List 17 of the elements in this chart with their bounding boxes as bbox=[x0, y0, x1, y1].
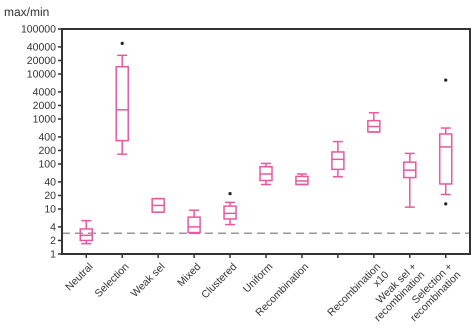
y-tick-label: 10 bbox=[44, 204, 56, 216]
y-tick-label: 4000 bbox=[32, 86, 56, 99]
y-tick-label: 2000 bbox=[32, 100, 56, 112]
y-tick-label: 10000 bbox=[26, 68, 56, 81]
y-axis-title: max/min bbox=[4, 5, 50, 19]
y-tick-label: 200 bbox=[38, 145, 56, 158]
y-tick-label: 4 bbox=[50, 222, 56, 234]
y-tick-label: 100 bbox=[38, 158, 56, 171]
y-tick-label: 40 bbox=[44, 176, 56, 189]
y-tick-label: 400 bbox=[38, 132, 56, 144]
y-tick-label: 40000 bbox=[26, 42, 56, 54]
y-tick-label: 100000 bbox=[20, 24, 56, 36]
y-tick-label: 2 bbox=[50, 235, 56, 248]
y-tick-label: 20000 bbox=[26, 55, 56, 68]
y-tick-label: 1000 bbox=[32, 114, 56, 126]
y-tick-label: 20 bbox=[44, 190, 56, 202]
y-tick-label: 1 bbox=[50, 248, 56, 261]
